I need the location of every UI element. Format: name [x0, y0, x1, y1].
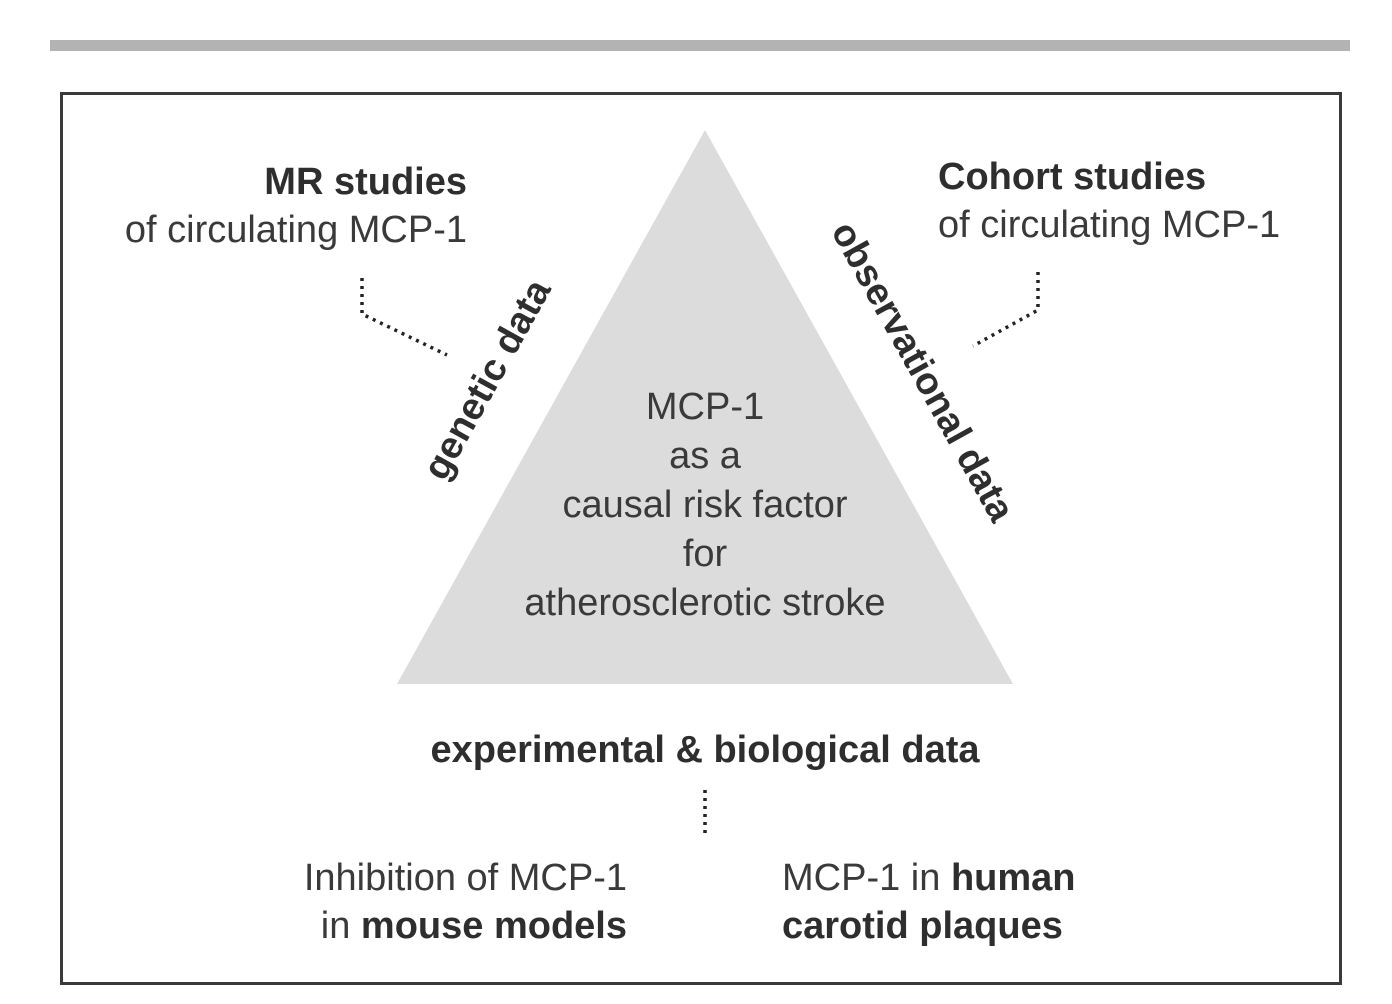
inhibition-line-1: Inhibition of MCP-1 [303, 857, 627, 899]
center-statement: MCP-1 as a causal risk factor for athero… [455, 383, 955, 628]
carotid-plaques-text: carotid plaques [782, 905, 1063, 947]
center-line: as a [669, 435, 741, 477]
mr-connector-dotted [360, 278, 448, 357]
mr-studies-subtitle: of circulating MCP-1 [124, 209, 467, 251]
human-text: human [950, 857, 1076, 899]
mouse-models-text: mouse models [360, 905, 627, 947]
center-line: causal risk factor [562, 484, 848, 526]
inhibition-prefix: in [320, 905, 351, 947]
cohort-studies-subtitle: of circulating MCP-1 [938, 204, 1281, 246]
diagram-frame [60, 92, 1342, 985]
center-line: atherosclerotic stroke [524, 582, 886, 624]
plaques-prefix: MCP-1 in [782, 857, 941, 899]
inhibition-line-2: in mouse models [321, 902, 627, 950]
experimental-data-label: experimental & biological data [430, 729, 980, 771]
top-rule [50, 40, 1350, 51]
plaques-line-1: MCP-1 in human [782, 854, 1076, 902]
center-line: MCP-1 [645, 386, 765, 428]
mr-studies-title: MR studies [264, 161, 467, 203]
evidence-triangle [397, 130, 1013, 684]
center-line: for [682, 533, 728, 575]
cohort-studies-title: Cohort studies [938, 156, 1207, 198]
cohort-connector-dotted [972, 272, 1040, 348]
